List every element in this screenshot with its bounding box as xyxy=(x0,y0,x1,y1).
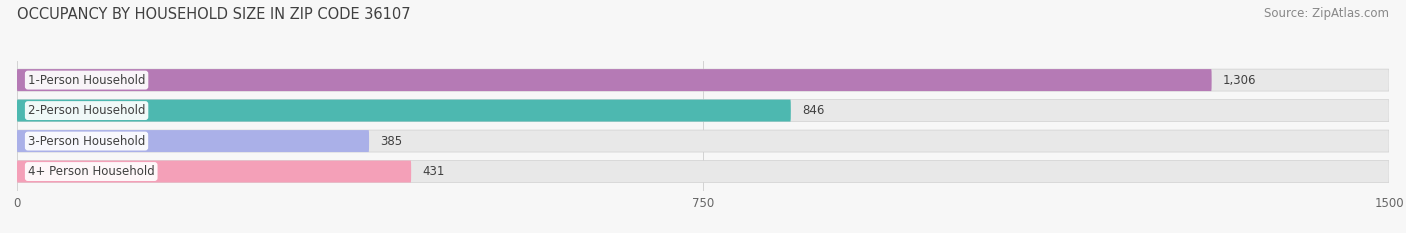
FancyBboxPatch shape xyxy=(17,69,1212,91)
FancyBboxPatch shape xyxy=(17,69,1389,91)
FancyBboxPatch shape xyxy=(17,161,1389,182)
FancyBboxPatch shape xyxy=(17,130,370,152)
Text: OCCUPANCY BY HOUSEHOLD SIZE IN ZIP CODE 36107: OCCUPANCY BY HOUSEHOLD SIZE IN ZIP CODE … xyxy=(17,7,411,22)
Text: 1,306: 1,306 xyxy=(1223,74,1256,87)
Text: 846: 846 xyxy=(801,104,824,117)
Text: Source: ZipAtlas.com: Source: ZipAtlas.com xyxy=(1264,7,1389,20)
Text: 3-Person Household: 3-Person Household xyxy=(28,135,145,147)
Text: 4+ Person Household: 4+ Person Household xyxy=(28,165,155,178)
FancyBboxPatch shape xyxy=(17,161,411,182)
Text: 1-Person Household: 1-Person Household xyxy=(28,74,145,87)
FancyBboxPatch shape xyxy=(17,130,1389,152)
FancyBboxPatch shape xyxy=(17,99,790,122)
Text: 431: 431 xyxy=(422,165,444,178)
FancyBboxPatch shape xyxy=(17,99,1389,122)
Text: 385: 385 xyxy=(380,135,402,147)
Text: 2-Person Household: 2-Person Household xyxy=(28,104,145,117)
